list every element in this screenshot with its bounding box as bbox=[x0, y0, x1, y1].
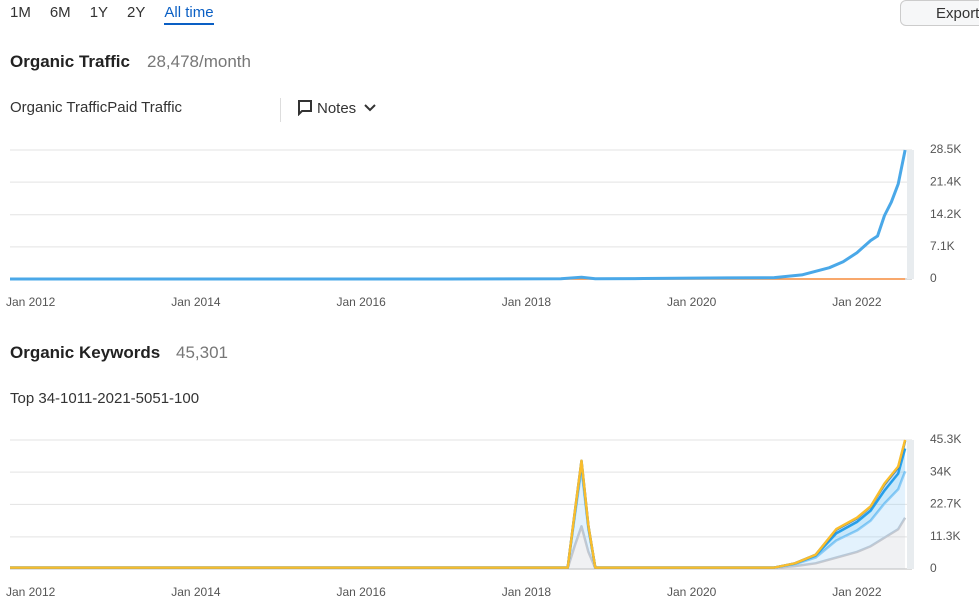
y-tick-label: 0 bbox=[930, 271, 937, 285]
area-line bbox=[10, 517, 907, 570]
y-tick-label: 22.7K bbox=[930, 497, 961, 511]
area-line bbox=[10, 439, 907, 569]
area-fill bbox=[10, 448, 906, 568]
legend-label: Top 3 bbox=[10, 390, 47, 407]
x-tick-label: Jan 2022 bbox=[832, 295, 882, 309]
legend-label: Paid Traffic bbox=[107, 99, 183, 116]
y-tick-label: 34K bbox=[930, 464, 951, 478]
legend-item[interactable]: 11-20 bbox=[77, 390, 114, 407]
y-tick-label: 28.5K bbox=[930, 142, 961, 156]
chart-title: Organic Keywords bbox=[10, 343, 161, 362]
range-tab[interactable]: 6M bbox=[49, 4, 71, 21]
x-tick-label: Jan 2018 bbox=[502, 295, 552, 309]
x-tick-label: Jan 2012 bbox=[6, 295, 56, 309]
range-tab[interactable]: 2Y bbox=[127, 4, 146, 21]
y-tick-label: 45.3K bbox=[930, 432, 961, 446]
x-tick-label: Jan 2014 bbox=[171, 585, 221, 599]
legend-item[interactable]: 51-100 bbox=[152, 390, 199, 407]
legend-item[interactable]: Top 3 bbox=[10, 390, 47, 407]
y-tick-label: 11.3K bbox=[930, 529, 960, 543]
x-tick-label: Jan 2016 bbox=[336, 585, 386, 599]
y-tick-label: 7.1K bbox=[930, 239, 955, 253]
y-tick-label: 14.2K bbox=[930, 207, 961, 221]
chart-subtitle: 45,301 bbox=[176, 343, 228, 362]
area-line bbox=[10, 468, 907, 569]
chart-title: Organic Traffic bbox=[10, 52, 130, 71]
export-button[interactable]: Export bbox=[900, 0, 979, 26]
chart-subtitle: 28,478/month bbox=[147, 52, 251, 71]
range-tab[interactable]: 1Y bbox=[89, 4, 109, 21]
x-tick-label: Jan 2012 bbox=[6, 585, 56, 599]
chevron bbox=[364, 104, 377, 112]
legend-item[interactable]: 21-50 bbox=[114, 390, 152, 407]
series-area bbox=[10, 517, 907, 570]
range-tab[interactable]: 1M bbox=[10, 4, 31, 21]
legend-label: 4-10 bbox=[46, 390, 77, 407]
x-tick-label: Jan 2020 bbox=[667, 295, 717, 309]
legend: Organic Traffic Paid Traffic bbox=[10, 99, 182, 116]
legend-label: 51-100 bbox=[152, 390, 200, 407]
legend-label: 21-50 bbox=[114, 390, 153, 407]
x-tick-label: Jan 2022 bbox=[832, 585, 882, 599]
current-period bbox=[907, 440, 914, 569]
area-fill bbox=[10, 469, 906, 569]
area-fill bbox=[10, 517, 906, 569]
series-line bbox=[10, 149, 907, 281]
x-tick-label: Jan 2014 bbox=[171, 295, 221, 309]
area-line bbox=[10, 448, 907, 569]
notes-icon bbox=[298, 100, 312, 117]
notes-button[interactable]: Notes bbox=[280, 98, 377, 122]
x-tick-label: Jan 2016 bbox=[336, 295, 386, 309]
x-tick-label: Jan 2018 bbox=[502, 585, 552, 599]
series-area bbox=[10, 439, 907, 569]
legend-item[interactable]: Paid Traffic bbox=[107, 99, 182, 116]
range-tab[interactable]: All time bbox=[164, 4, 214, 25]
legend-label: Organic Traffic bbox=[10, 99, 108, 116]
series-area bbox=[10, 468, 907, 569]
legend-item[interactable]: Organic Traffic bbox=[10, 99, 107, 116]
legend-label: 11-20 bbox=[76, 390, 114, 407]
legend: Top 3 4-10 11-20 21-50 51-100 bbox=[10, 390, 199, 407]
range-tabs: 1M 6M 1Y 2Y All time bbox=[10, 4, 233, 25]
series-area bbox=[10, 448, 907, 569]
current-period bbox=[907, 150, 914, 279]
y-tick-label: 0 bbox=[930, 561, 937, 575]
area-fill bbox=[10, 439, 906, 568]
notes-label: Notes bbox=[317, 100, 357, 117]
x-tick-label: Jan 2020 bbox=[667, 585, 717, 599]
legend-item[interactable]: 4-10 bbox=[47, 390, 77, 407]
y-tick-label: 21.4K bbox=[930, 174, 961, 188]
